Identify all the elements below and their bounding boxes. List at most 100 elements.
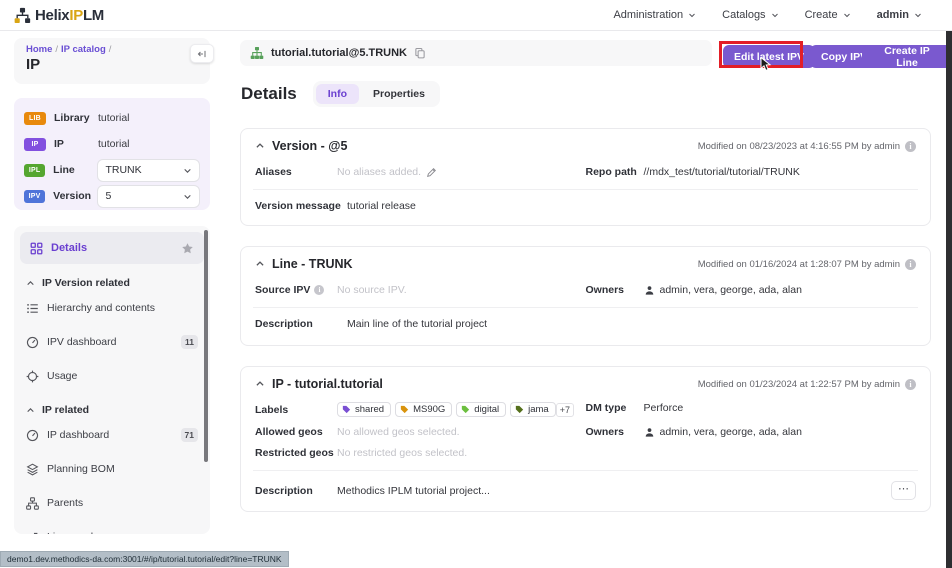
divider [253,470,918,471]
info-icon[interactable]: i [314,285,325,295]
sidebar-item-details[interactable]: Details [20,232,204,264]
label-chip[interactable]: shared [337,402,392,417]
line-card: Line - TRUNK Modified on 01/16/2024 at 1… [240,246,931,346]
card-title: IP - tutorial.tutorial [272,377,383,391]
info-icon[interactable]: i [905,378,916,390]
page-scrollbar[interactable] [946,31,952,568]
line-select[interactable]: TRUNK [97,158,200,182]
top-navigation: Administration Catalogs Create admin [613,9,938,21]
list-icon [26,302,39,315]
sidebar-item-hierarchy-and-contents[interactable]: Hierarchy and contents [20,293,204,323]
chevron-down-icon [183,166,192,175]
crosshair-icon [26,370,39,383]
menu-create[interactable]: Create [805,9,851,21]
label-chip[interactable]: digital [456,402,507,417]
favorite-star-icon[interactable] [181,242,194,255]
tab-info[interactable]: Info [315,84,359,104]
divider [253,189,918,190]
menu-label: Administration [613,9,684,21]
info-icon[interactable]: i [905,140,916,152]
edit-latest-ipv-button[interactable]: Edit latest IPV [723,45,816,68]
tag-icon [400,405,409,414]
menu-label: Catalogs [722,9,766,21]
breadcrumb-home-link[interactable]: Home [26,44,53,55]
app-header: HelixIPLM Administration Catalogs Create… [0,0,952,31]
sidebar-item-parents[interactable]: Parents [20,488,204,518]
labels-overflow-badge[interactable]: +7 [555,402,574,417]
menu-user-admin[interactable]: admin [877,9,922,21]
brand-logo[interactable]: HelixIPLM [14,7,104,24]
sidebar-item-line-graph[interactable]: Line graph [20,522,204,534]
tag-icon [515,405,524,414]
page-title: IP [26,56,41,73]
person-icon [644,285,655,296]
context-panel: LIB Library tutorial IP IP tutorial IPL … [14,98,210,210]
layers-icon [26,463,39,476]
chevron-down-icon [688,11,696,19]
version-badge: IPV [24,189,46,203]
card-title: Line - TRUNK [272,257,353,271]
label-chip[interactable]: MS90G [395,402,453,417]
gauge-icon [26,336,39,349]
chevron-down-icon [843,11,851,19]
library-badge: LIB [24,111,46,125]
entity-name: tutorial.tutorial@5.TRUNK [271,47,408,59]
mouse-cursor-icon [760,57,773,72]
context-row-line: IPL Line TRUNK [24,158,200,182]
collapse-left-icon [197,49,207,59]
section-ip-related[interactable]: IP related [20,404,204,416]
edit-pencil-icon[interactable] [426,167,437,178]
brand-wordmark: HelixIPLM [35,6,104,24]
org-chart-icon [26,496,39,510]
sidebar-item-usage[interactable]: Usage [20,361,204,391]
sidebar-item-ip-dashboard[interactable]: IP dashboard 71 [20,420,204,450]
ip-badge: IP [24,137,46,151]
label-chip[interactable]: jama [510,402,556,417]
version-select[interactable]: 5 [97,184,200,208]
info-icon[interactable]: i [905,258,916,270]
label-chips: shared MS90G digital jama [337,402,556,417]
modified-info: Modified on 01/16/2024 at 1:28:07 PM by … [698,258,916,270]
tab-properties[interactable]: Properties [373,88,425,100]
tag-icon [461,405,470,414]
modified-info: Modified on 08/23/2023 at 4:16:55 PM by … [698,140,916,152]
ip-card: IP - tutorial.tutorial Modified on 01/23… [240,366,931,512]
helix-logo-icon [14,7,31,24]
gauge-icon [26,429,39,442]
collapse-section-icon[interactable] [255,379,265,389]
divider [253,307,918,308]
tag-icon [342,405,351,414]
menu-administration[interactable]: Administration [613,9,696,21]
collapse-sidebar-button[interactable] [190,44,214,63]
details-title: Details [241,84,297,103]
breadcrumb-card: Home / IP catalog / IP [14,38,210,84]
copy-ipv-button[interactable]: Copy IPV [810,45,879,68]
copy-icon[interactable] [414,47,426,59]
context-row-version: IPV Version 5 [24,184,200,208]
ip-tree-icon [250,46,264,60]
sidebar-item-planning-bom[interactable]: Planning BOM [20,454,204,484]
version-card: Version - @5 Modified on 08/23/2023 at 4… [240,128,931,226]
section-ip-version-related[interactable]: IP Version related [20,277,204,289]
chevron-up-icon [26,406,35,415]
collapse-section-icon[interactable] [255,259,265,269]
user-name: admin [876,9,909,21]
chevron-down-icon [914,11,922,19]
collapse-section-icon[interactable] [255,141,265,151]
create-ip-line-button[interactable]: Create IP Line [862,45,952,69]
context-row-library: LIB Library tutorial [24,106,200,130]
count-badge: 11 [181,335,198,349]
count-badge: 71 [180,428,198,442]
context-row-ip: IP IP tutorial [24,132,200,156]
sidebar-scrollbar[interactable] [204,230,208,462]
breadcrumb: Home / IP catalog / [26,44,112,55]
menu-catalogs[interactable]: Catalogs [722,9,778,21]
chevron-up-icon [26,279,35,288]
card-title: Version - @5 [272,139,348,153]
breadcrumb-ip-catalog-link[interactable]: IP catalog [61,44,106,55]
expand-description-button[interactable]: ⋯ [891,481,916,500]
line-badge: IPL [24,163,46,177]
browser-status-url: demo1.dev.methodics-da.com:3001/#/ip/tut… [0,551,289,567]
menu-label: Create [804,9,838,21]
sidebar-item-ipv-dashboard[interactable]: IPV dashboard 11 [20,327,204,357]
